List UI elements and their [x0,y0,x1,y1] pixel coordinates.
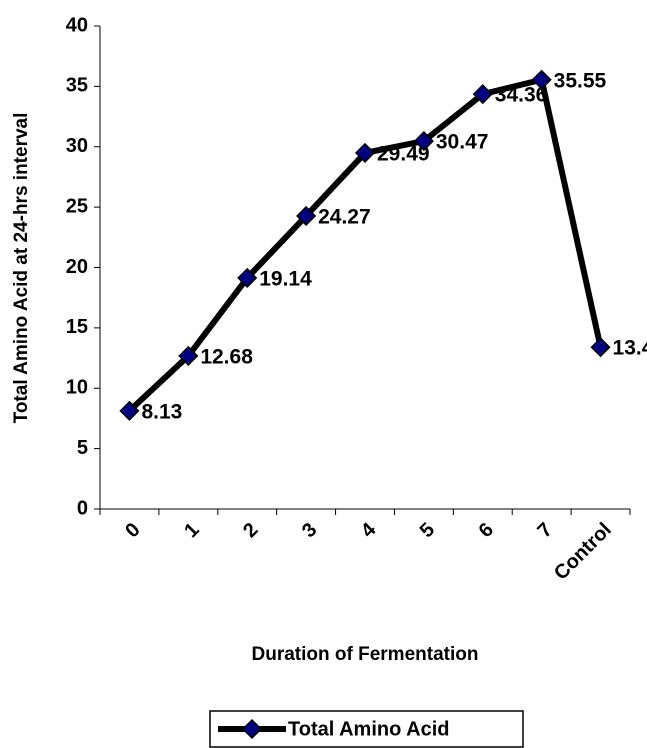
data-label: 35.55 [554,69,607,92]
marker [237,267,258,288]
data-label: 8.13 [141,400,182,423]
data-label: 24.27 [318,205,371,228]
y-tick-label: 35 [66,75,88,97]
marker [590,337,611,358]
data-label: 19.14 [259,267,312,290]
marker [119,400,140,421]
marker [296,205,317,227]
y-tick-label: 0 [77,497,88,519]
data-label: 12.68 [200,345,253,368]
x-tick-label: 3 [298,519,321,542]
x-tick-label: 2 [239,519,262,542]
marker [531,69,552,90]
legend-label: Total Amino Acid [288,718,449,740]
x-tick-label: Control [550,519,616,585]
x-tick-label: 5 [416,519,439,542]
y-axis-title: Total Amino Acid at 24-hrs interval [11,113,32,424]
marker [241,718,263,740]
data-label: 13.4 [613,337,647,360]
marker [178,345,199,366]
y-tick-label: 10 [66,377,88,399]
data-label: 30.47 [436,131,489,154]
y-tick-label: 25 [66,195,88,217]
marker [413,131,434,152]
y-tick-label: 40 [66,14,88,36]
x-tick-label: 7 [534,519,557,542]
y-tick-label: 30 [66,135,88,157]
x-axis-title: Duration of Fermentation [252,644,479,665]
y-tick-label: 5 [77,437,88,459]
marker [354,142,376,163]
y-tick-label: 15 [66,316,88,338]
y-tick-label: 20 [66,256,88,278]
x-tick-label: 6 [475,519,498,542]
x-tick-label: 4 [357,518,381,542]
marker [472,84,493,105]
x-tick-label: 0 [121,519,144,542]
data-label: 29.49 [377,142,430,165]
data-label: 34.36 [495,84,548,107]
legend: Total Amino Acid [209,710,524,748]
x-tick-label: 1 [180,519,203,542]
